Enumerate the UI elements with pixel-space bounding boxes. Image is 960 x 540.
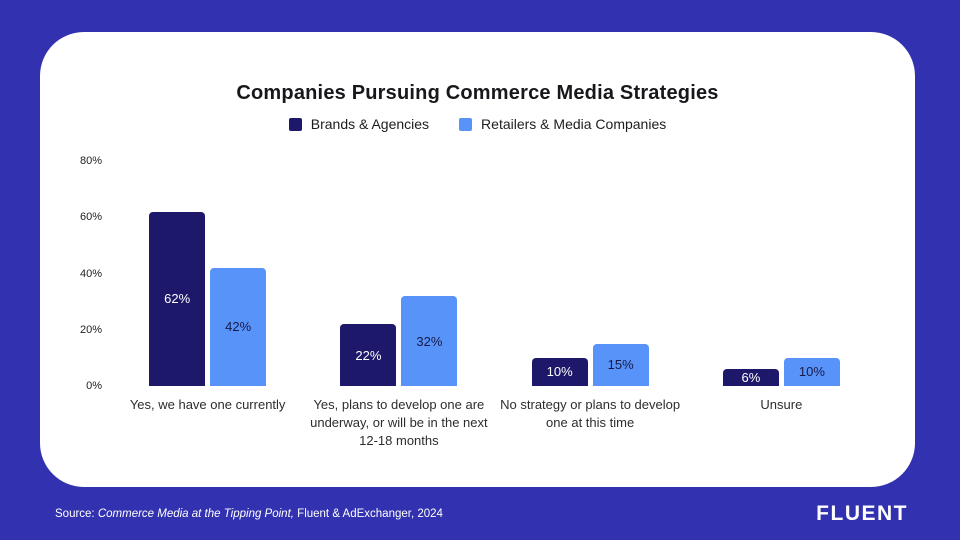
bar-pair: 10% 15% <box>531 161 649 386</box>
bar: 42% <box>210 267 267 386</box>
bar: 62% <box>149 211 206 386</box>
bar: 32% <box>401 296 458 386</box>
bar: 10% <box>531 357 588 386</box>
category-label: Unsure <box>760 397 803 412</box>
y-axis-tick: 60% <box>79 211 102 224</box>
bar-value-label: 62% <box>164 291 191 307</box>
bar: 22% <box>340 324 397 386</box>
legend-item: Brands & Agencies <box>288 116 430 132</box>
y-axis-tick: 40% <box>79 267 102 280</box>
bar-value-label: 15% <box>607 357 634 373</box>
chart: 0% 20% 40% 60% 80% 62% 42% Yes, we have one cu… <box>70 155 877 451</box>
legend-swatch-icon <box>459 117 473 131</box>
chart-card: Companies Pursuing Commerce Media Strate… <box>40 32 915 487</box>
category-label: Yes, plans to develop one are underway, … <box>310 397 488 449</box>
category-label: No strategy or plans to develop one at t… <box>500 397 681 431</box>
y-axis-tick: 80% <box>79 155 102 167</box>
bar-value-label: 10% <box>798 364 825 380</box>
source-text: Source: Commerce Media at the Tipping Po… <box>55 508 443 520</box>
bar-value-label: 32% <box>416 333 443 349</box>
legend-swatch-icon <box>288 117 302 131</box>
source-rest: Fluent & AdExchanger, 2024 <box>293 507 443 520</box>
bar-pair: 62% 42% <box>149 161 267 386</box>
bar-group: 22% 32% Yes, plans to develop one are unde… <box>303 161 494 451</box>
bar-group: 10% 15% No strategy or plans to develop on… <box>495 161 686 451</box>
bar-value-label: 10% <box>546 364 573 380</box>
legend-item: Retailers & Media Companies <box>459 116 666 132</box>
bar: 6% <box>722 369 779 386</box>
bar: 15% <box>592 343 649 386</box>
bar-value-label: 42% <box>225 319 252 335</box>
fluent-logo: FLUENT <box>816 501 908 525</box>
legend-label: Brands & Agencies <box>310 116 430 132</box>
bar-pair: 6% 10% <box>722 161 840 386</box>
bar-group: 62% 42% Yes, we have one currently <box>112 161 303 451</box>
legend-label: Retailers & Media Companies <box>481 116 667 132</box>
chart-title: Companies Pursuing Commerce Media Strate… <box>236 82 719 104</box>
source-title: Commerce Media at the Tipping Point, <box>97 507 294 520</box>
y-axis: 0% 20% 40% 60% 80% <box>70 155 112 392</box>
bar-value-label: 6% <box>741 370 761 386</box>
bar: 10% <box>783 357 840 386</box>
footer: Source: Commerce Media at the Tipping Po… <box>0 487 960 540</box>
plot-area: 62% 42% Yes, we have one currently 22% 32% Ye… <box>112 161 877 451</box>
category-label: Yes, we have one currently <box>129 397 286 412</box>
y-axis-tick: 20% <box>79 323 102 336</box>
legend: Brands & Agencies Retailers & Media Compa… <box>40 116 915 132</box>
y-axis-tick: 0% <box>86 380 102 392</box>
bar-value-label: 22% <box>355 347 382 363</box>
bar-group: 6% 10% Unsure <box>686 161 877 451</box>
bar-pair: 22% 32% <box>340 161 458 386</box>
source-prefix: Source: <box>55 507 98 520</box>
